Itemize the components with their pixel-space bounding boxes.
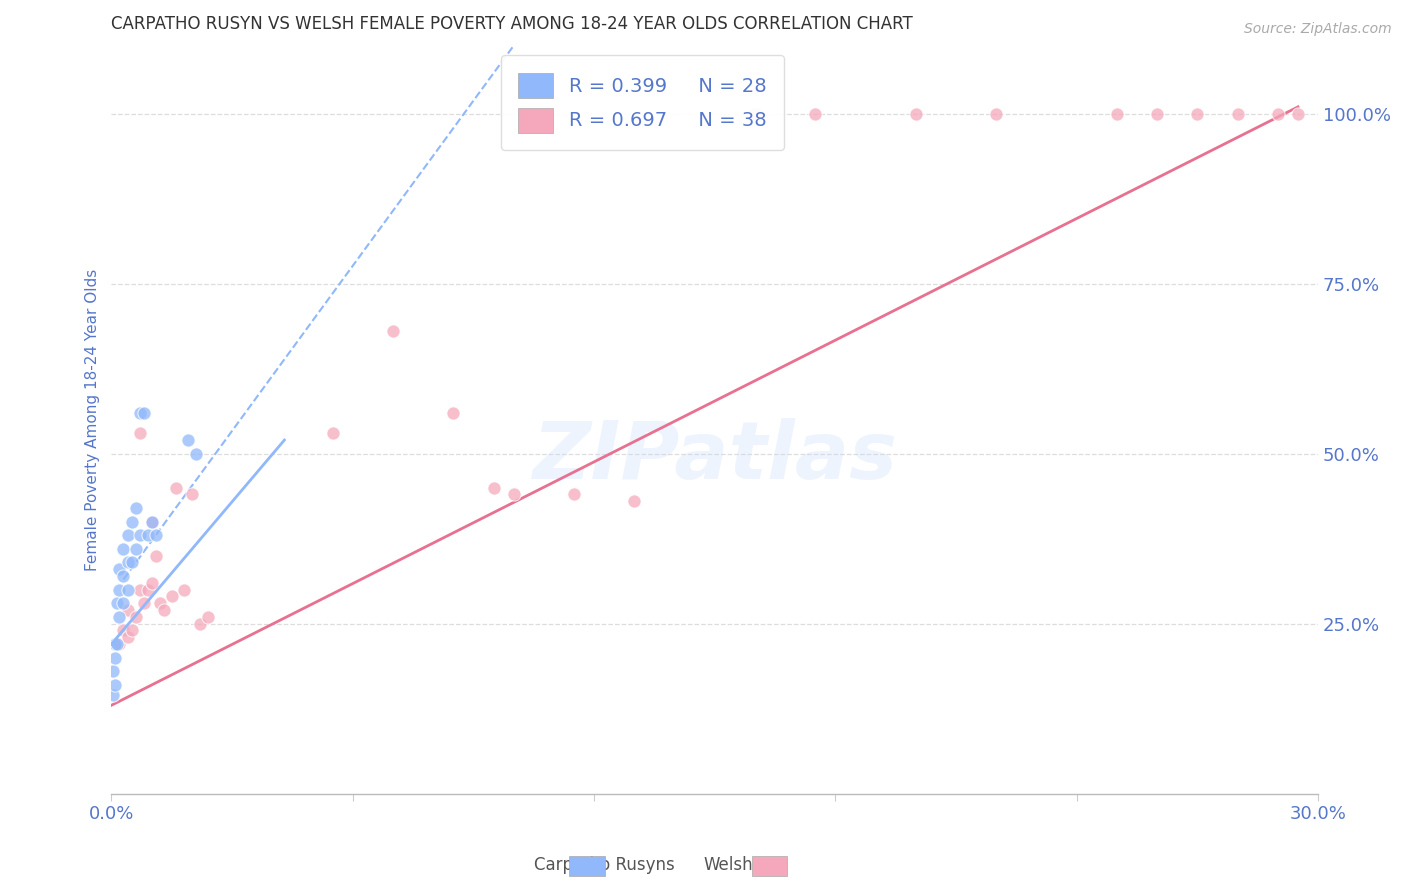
Point bbox=[121, 556, 143, 570]
Point bbox=[623, 494, 645, 508]
Point bbox=[117, 556, 139, 570]
Point bbox=[1105, 106, 1128, 120]
Point bbox=[112, 596, 135, 610]
Point bbox=[1286, 106, 1309, 120]
Point bbox=[1146, 106, 1168, 120]
Point bbox=[132, 406, 155, 420]
Point bbox=[107, 637, 129, 651]
Point bbox=[124, 501, 146, 516]
Point bbox=[184, 447, 207, 461]
Point bbox=[108, 582, 131, 597]
Point bbox=[128, 406, 150, 420]
Point bbox=[108, 562, 131, 576]
Point bbox=[145, 528, 167, 542]
Point bbox=[112, 541, 135, 556]
Point bbox=[1187, 106, 1209, 120]
Point bbox=[108, 637, 131, 651]
Point bbox=[117, 582, 139, 597]
Point bbox=[117, 603, 139, 617]
Point bbox=[141, 515, 163, 529]
Point bbox=[441, 406, 464, 420]
Point bbox=[382, 324, 405, 338]
Point bbox=[197, 610, 219, 624]
Point bbox=[103, 688, 125, 702]
Point bbox=[482, 481, 505, 495]
Point bbox=[562, 487, 585, 501]
Point bbox=[107, 596, 129, 610]
Point bbox=[108, 610, 131, 624]
Point bbox=[804, 106, 827, 120]
Point bbox=[132, 596, 155, 610]
Point bbox=[502, 487, 524, 501]
Point bbox=[121, 624, 143, 638]
Text: ZIPatlas: ZIPatlas bbox=[533, 418, 897, 496]
Point bbox=[128, 528, 150, 542]
Point bbox=[322, 426, 344, 441]
Point bbox=[986, 106, 1008, 120]
Point bbox=[1267, 106, 1289, 120]
Point bbox=[152, 603, 174, 617]
Point bbox=[904, 106, 927, 120]
Point bbox=[173, 582, 195, 597]
Point bbox=[112, 569, 135, 583]
Point bbox=[104, 650, 127, 665]
Point bbox=[128, 426, 150, 441]
Point bbox=[177, 433, 200, 447]
Point bbox=[103, 665, 125, 679]
Point bbox=[121, 515, 143, 529]
Legend: R = 0.399     N = 28, R = 0.697     N = 38: R = 0.399 N = 28, R = 0.697 N = 38 bbox=[501, 55, 785, 150]
Point bbox=[124, 610, 146, 624]
Point bbox=[149, 596, 172, 610]
Point bbox=[145, 549, 167, 563]
Point bbox=[104, 678, 127, 692]
Text: Welsh: Welsh bbox=[703, 856, 752, 874]
Point bbox=[141, 575, 163, 590]
Point bbox=[104, 637, 127, 651]
Point bbox=[188, 616, 211, 631]
Text: CARPATHO RUSYN VS WELSH FEMALE POVERTY AMONG 18-24 YEAR OLDS CORRELATION CHART: CARPATHO RUSYN VS WELSH FEMALE POVERTY A… bbox=[111, 15, 912, 33]
Y-axis label: Female Poverty Among 18-24 Year Olds: Female Poverty Among 18-24 Year Olds bbox=[86, 268, 100, 571]
Point bbox=[165, 481, 187, 495]
Point bbox=[141, 515, 163, 529]
Point bbox=[112, 624, 135, 638]
Point bbox=[160, 590, 183, 604]
Point bbox=[136, 582, 159, 597]
Text: Source: ZipAtlas.com: Source: ZipAtlas.com bbox=[1244, 22, 1392, 37]
Point bbox=[1226, 106, 1249, 120]
Point bbox=[180, 487, 202, 501]
Point bbox=[117, 630, 139, 644]
Text: Carpatho Rusyns: Carpatho Rusyns bbox=[534, 856, 675, 874]
Point bbox=[136, 528, 159, 542]
Point bbox=[744, 106, 766, 120]
Point bbox=[117, 528, 139, 542]
Point bbox=[124, 541, 146, 556]
Point bbox=[128, 582, 150, 597]
